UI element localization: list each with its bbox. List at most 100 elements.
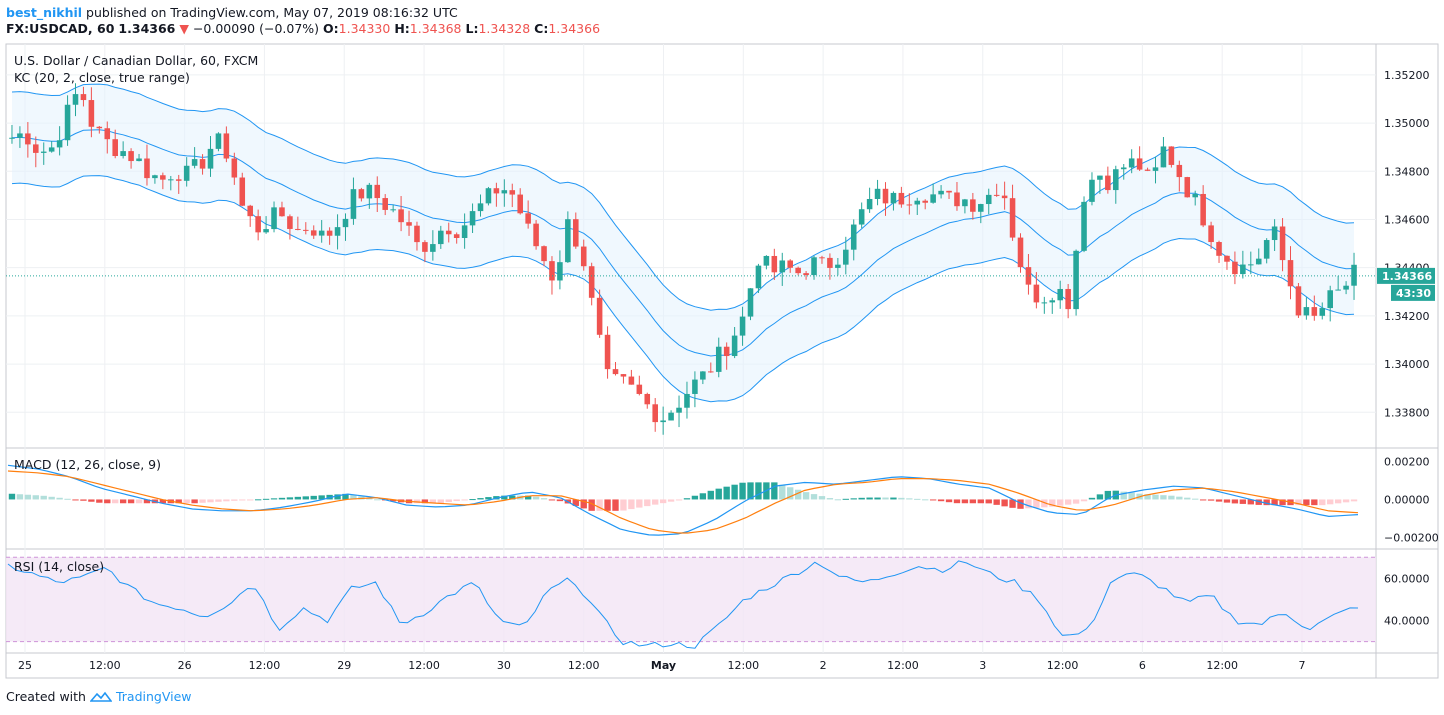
- candle-body: [906, 204, 913, 206]
- candle-body: [946, 190, 952, 193]
- macd-histogram-bar: [207, 499, 214, 503]
- candle-body: [430, 244, 436, 252]
- candle-body: [271, 207, 277, 230]
- macd-histogram-bar: [421, 499, 429, 504]
- macd-histogram-bar: [1239, 499, 1247, 504]
- macd-pane: [7, 464, 1359, 536]
- candle-body: [1081, 201, 1087, 251]
- author-name[interactable]: best_nikhil: [6, 5, 83, 20]
- candle-body: [279, 207, 285, 217]
- candle-body: [1136, 158, 1143, 170]
- candle-body: [96, 126, 103, 129]
- macd-histogram-bar: [993, 499, 1000, 505]
- macd-histogram-bar: [739, 482, 746, 500]
- macd-histogram-bar: [278, 497, 286, 500]
- macd-histogram-bar: [620, 499, 627, 511]
- candle-body: [811, 257, 817, 276]
- macd-histogram-bar: [588, 499, 595, 511]
- candle-body: [692, 379, 698, 394]
- footer-brand[interactable]: TradingView: [115, 689, 192, 704]
- candle-body: [56, 140, 63, 148]
- candle-body: [874, 188, 881, 199]
- macd-histogram-bar: [945, 499, 953, 503]
- candle-body: [152, 175, 158, 179]
- time-axis-label: 12:00: [568, 659, 600, 672]
- candle-body: [914, 200, 921, 205]
- macd-histogram-bar: [88, 499, 95, 502]
- macd-histogram-bar: [818, 496, 826, 500]
- candle-body: [1128, 158, 1135, 168]
- candle-body: [588, 266, 595, 298]
- open-label: O:: [323, 21, 339, 36]
- price-axis-label: 1.35000: [1384, 117, 1430, 130]
- candle-body: [358, 189, 365, 199]
- chart-border: [5, 43, 1439, 679]
- candle-body: [1113, 169, 1119, 191]
- candle-body: [1097, 175, 1103, 180]
- macd-histogram-bar: [787, 487, 794, 500]
- candle-body: [604, 334, 611, 370]
- macd-histogram-bar: [524, 495, 532, 500]
- time-axis-label: 25: [18, 659, 32, 672]
- macd-histogram-bar: [1247, 499, 1254, 505]
- macd-histogram-bar: [755, 482, 762, 500]
- macd-histogram-bar: [1096, 494, 1104, 500]
- candle-body: [64, 104, 71, 141]
- keltner-lower-band: [11, 175, 1355, 403]
- time-axis-label: 3: [979, 659, 986, 672]
- macd-histogram-bar: [389, 499, 397, 502]
- candle-body: [255, 216, 261, 233]
- candle-body: [676, 407, 682, 413]
- candle-body: [247, 205, 253, 217]
- macd-histogram-bar: [302, 496, 309, 500]
- candle-body: [1033, 284, 1040, 303]
- macd-axis-label: −0.00200: [1384, 531, 1439, 544]
- candle-body: [1335, 289, 1341, 291]
- macd-histogram-bar: [286, 497, 294, 500]
- macd-histogram-bar: [771, 482, 778, 500]
- macd-histogram-bar: [1350, 499, 1358, 502]
- candle-body: [342, 218, 349, 228]
- rsi-band-fill: [6, 557, 1376, 642]
- macd-histogram-bar: [1072, 499, 1080, 504]
- candle-body: [795, 267, 801, 274]
- signal-line: [7, 470, 1359, 534]
- candle-body: [620, 374, 627, 377]
- candle-body: [580, 246, 587, 267]
- candle-body: [890, 192, 897, 204]
- macd-histogram-bar: [32, 495, 39, 500]
- rsi-axis-label: 40.0000: [1384, 614, 1430, 627]
- candle-body: [970, 199, 976, 212]
- candle-body: [160, 175, 166, 180]
- time-axis-label: 12:00: [887, 659, 919, 672]
- price-chart[interactable]: 25 12:00 26 12:00 29 12:00 30 12:00 May 12:00 2 12:…: [0, 0, 1444, 690]
- candle-body: [350, 189, 357, 219]
- macd-histogram-bar: [826, 498, 834, 500]
- last-price-text: 1.34366: [1382, 270, 1432, 283]
- countdown-text: 43:30: [1396, 287, 1431, 300]
- macd-histogram-bar: [683, 498, 691, 500]
- candle-body: [1255, 258, 1262, 265]
- low-label: L:: [465, 21, 479, 36]
- down-arrow-icon: ▼: [179, 21, 189, 36]
- macd-histogram-bar: [16, 494, 24, 500]
- time-axis-label: 12:00: [1047, 659, 1079, 672]
- macd-histogram-bar: [48, 496, 55, 500]
- price-axis-label: 1.34000: [1384, 358, 1430, 371]
- candle-body: [334, 227, 341, 236]
- candle-body: [1168, 146, 1175, 165]
- candle-body: [803, 273, 809, 276]
- macd-histogram-bar: [175, 499, 182, 504]
- macd-histogram-bar: [429, 499, 437, 504]
- candle-body: [898, 192, 905, 205]
- time-axis-label: 12:00: [249, 659, 281, 672]
- candle-body: [1240, 264, 1246, 275]
- macd-histogram-bar: [127, 499, 135, 504]
- candle-body: [1303, 307, 1310, 316]
- keltner-upper-band: [11, 83, 1355, 311]
- candle-body: [287, 216, 293, 229]
- candle-body: [501, 190, 508, 194]
- candle-body: [652, 404, 658, 423]
- candle-body: [938, 190, 944, 195]
- candle-body: [295, 228, 301, 230]
